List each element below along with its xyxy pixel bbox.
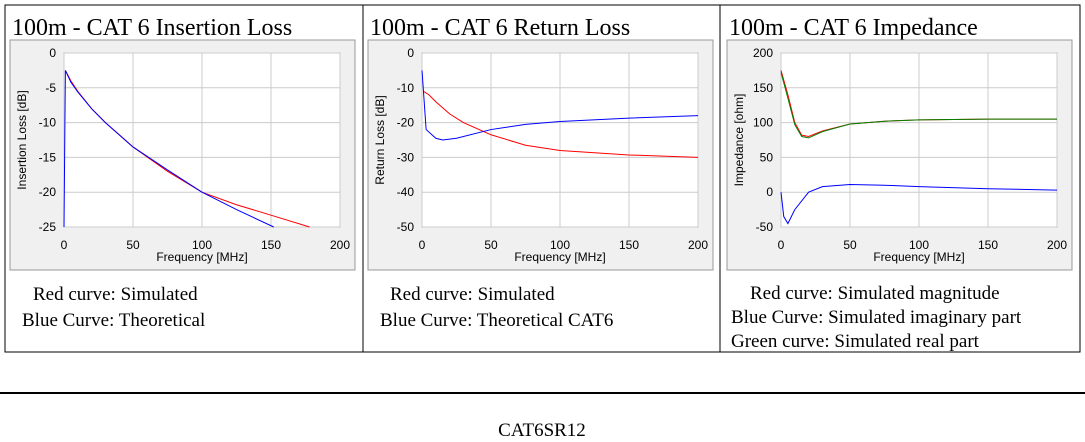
y-tick-label: -20: [39, 185, 57, 199]
series-line: [780, 72, 1057, 139]
table-border: [4, 4, 1081, 353]
caption: Blue Curve: Simulated imaginary part: [731, 307, 1022, 328]
y-tick-label: 0: [407, 46, 414, 60]
y-tick-label: -15: [39, 150, 57, 164]
series-line: [780, 184, 1058, 225]
y-tick-label: -40: [397, 185, 415, 199]
x-tick-label: 50: [126, 238, 140, 252]
y-tick-label: 100: [753, 116, 773, 130]
x-axis-label: Frequency [MHz]: [156, 250, 247, 264]
y-tick-label: -20: [397, 116, 415, 130]
chart: 100m - CAT 6 Impedance 0 50 100 150 200 200 150…: [726, 15, 1073, 352]
chart: 100m - CAT 6 Return Loss 0 50 100 150 200 0 -10…: [367, 15, 714, 331]
series-line: [421, 70, 699, 141]
x-tick-label: 0: [419, 238, 426, 252]
chart-title: 100m - CAT 6 Return Loss: [370, 15, 630, 41]
x-tick-label: 100: [550, 238, 570, 252]
x-tick-label: 50: [484, 238, 498, 252]
caption: Blue Curve: Theoretical: [22, 310, 205, 331]
x-tick-label: 200: [330, 238, 350, 252]
x-tick-label: 50: [843, 238, 857, 252]
y-tick-label: 200: [753, 46, 773, 60]
x-tick-label: 0: [61, 238, 68, 252]
chart-title: 100m - CAT 6 Insertion Loss: [12, 15, 292, 41]
y-axis-label: Insertion Loss [dB]: [15, 90, 29, 189]
x-tick-label: 100: [909, 238, 929, 252]
caption: Green curve: Simulated real part: [731, 331, 980, 352]
chart-title: 100m - CAT 6 Impedance: [729, 15, 978, 41]
caption: Red curve: Simulated magnitude: [750, 283, 1000, 304]
y-tick-label: -5: [45, 81, 56, 95]
x-tick-label: 150: [619, 238, 639, 252]
y-tick-label: 50: [760, 150, 774, 164]
y-tick-label: 150: [753, 81, 773, 95]
y-tick-label: -10: [39, 116, 57, 130]
y-axis-label: Impedance [ohm]: [732, 94, 746, 187]
y-tick-label: 0: [49, 46, 56, 60]
caption: Red curve: Simulated: [390, 284, 555, 305]
y-axis-label: Return Loss [dB]: [373, 95, 387, 184]
y-tick-label: -50: [756, 220, 774, 234]
chart: 100m - CAT 6 Insertion Loss 0 50 100 150 200 0…: [9, 15, 356, 331]
x-tick-label: 200: [1047, 238, 1067, 252]
x-tick-label: 0: [778, 238, 785, 252]
x-tick-label: 100: [192, 238, 212, 252]
footer: CAT6SR12: [498, 420, 586, 441]
x-tick-label: 150: [261, 238, 281, 252]
x-tick-label: 200: [688, 238, 708, 252]
x-axis-label: Frequency [MHz]: [873, 250, 964, 264]
x-tick-label: 150: [978, 238, 998, 252]
x-axis-label: Frequency [MHz]: [514, 250, 605, 264]
y-tick-label: 0: [766, 185, 773, 199]
series-line: [423, 90, 699, 158]
y-tick-label: -25: [39, 220, 57, 234]
caption: Blue Curve: Theoretical CAT6: [380, 310, 613, 331]
caption: Red curve: Simulated: [33, 284, 198, 305]
y-tick-label: -50: [397, 220, 415, 234]
y-tick-label: -30: [397, 150, 415, 164]
y-tick-label: -10: [397, 81, 415, 95]
series-line: [63, 70, 274, 228]
